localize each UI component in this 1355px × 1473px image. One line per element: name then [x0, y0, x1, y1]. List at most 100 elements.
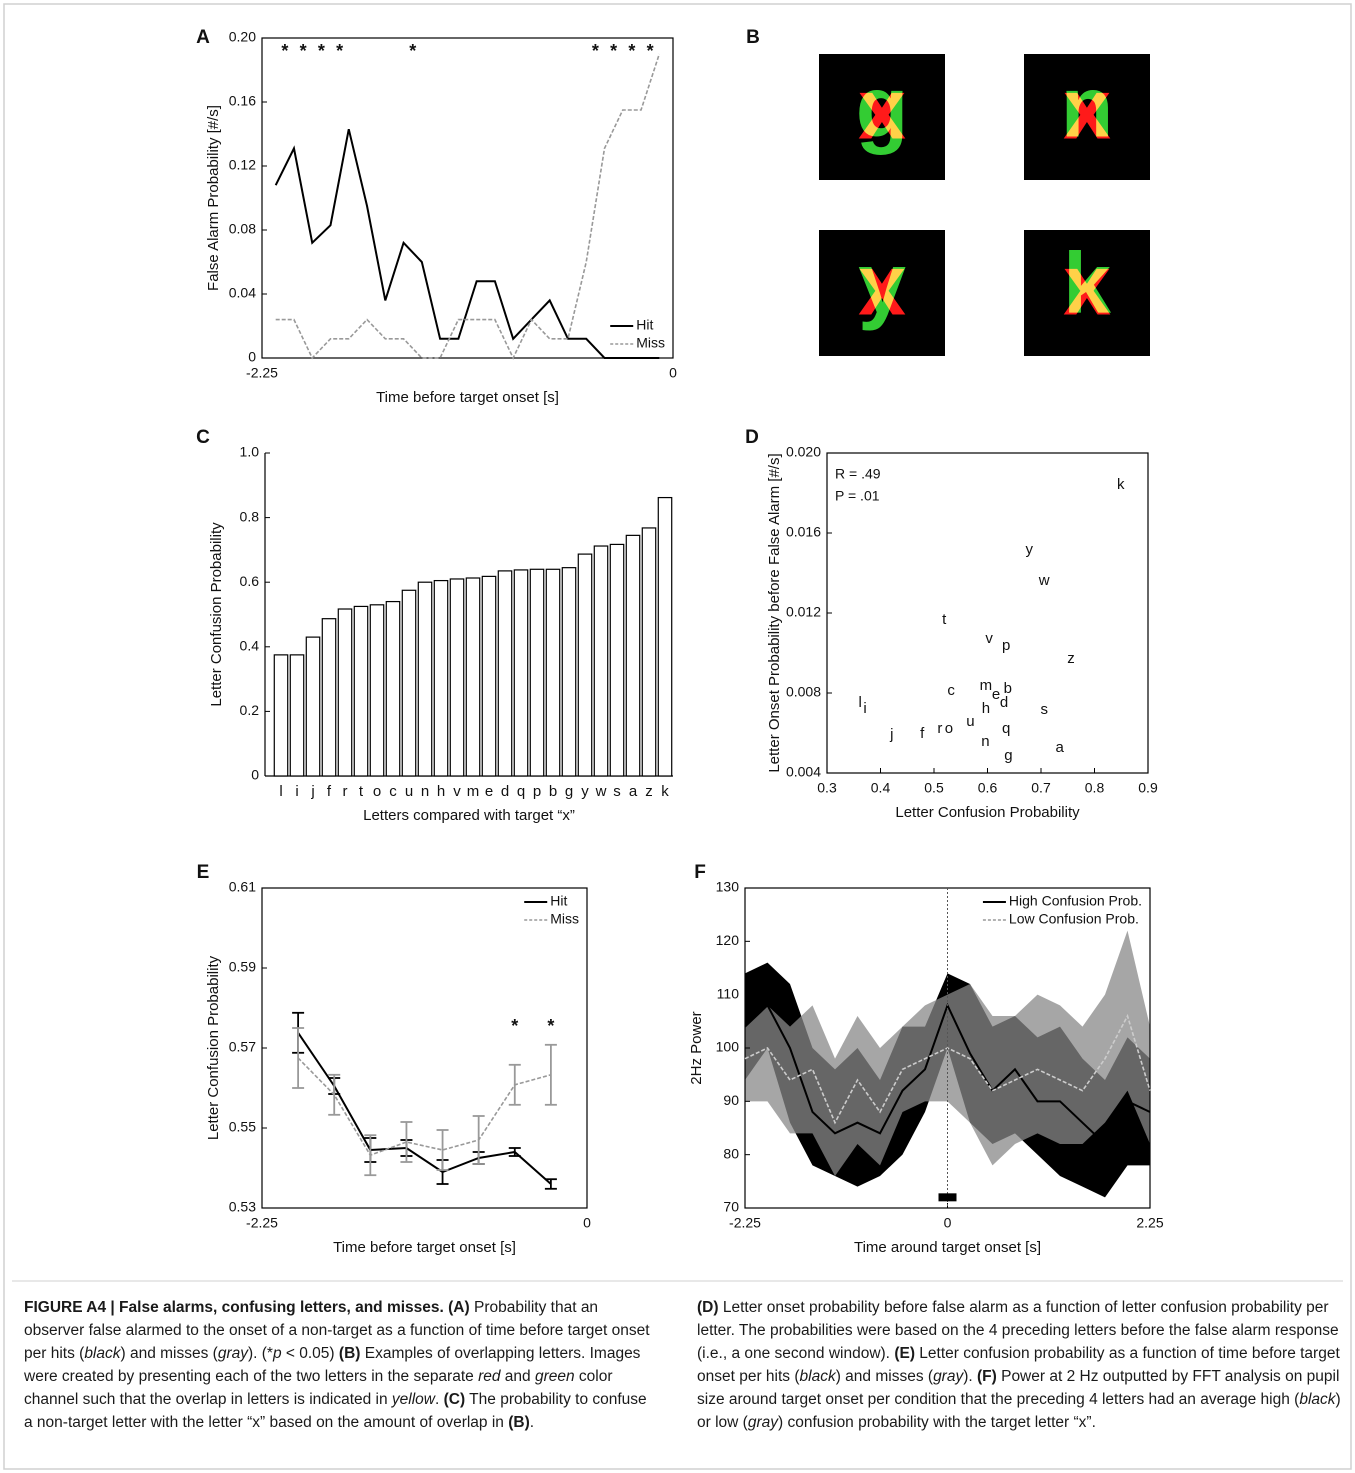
x-axis-label: Letter Confusion Probability [895, 804, 1080, 821]
x-tick-label: -2.25 [246, 1215, 278, 1231]
caption-run: ). (* [248, 1345, 273, 1362]
y-tick-label: 80 [723, 1145, 739, 1161]
bar [401, 589, 417, 777]
bar [657, 496, 673, 777]
x-axis-label: Time around target onset [s] [854, 1239, 1041, 1256]
bar [625, 534, 641, 777]
annotation: * [336, 41, 343, 61]
point-label: r [937, 720, 942, 737]
caption-run: Letter onset probability before false al… [697, 1299, 1339, 1362]
letter-red: x [858, 62, 906, 158]
x-tick-label: f [327, 783, 332, 800]
y-tick-label: 0.016 [786, 524, 821, 540]
bar [529, 568, 545, 777]
annotation: * [610, 41, 617, 61]
bar [593, 545, 609, 777]
point-label: t [942, 611, 947, 628]
caption-run: gray [933, 1368, 964, 1385]
y-tick-label: 0.20 [229, 29, 256, 45]
y-axis-label: Letter Confusion Probability [205, 955, 222, 1140]
x-tick-label: j [310, 783, 314, 800]
letter-green: n [1061, 60, 1114, 156]
point-label: j [889, 726, 893, 743]
annotation: * [300, 41, 307, 61]
x-tick-label: 0.4 [871, 780, 891, 796]
point-label: e [992, 686, 1000, 703]
panel-label: E [197, 862, 210, 883]
y-tick-label: 0.008 [786, 684, 821, 700]
point-label: u [966, 713, 974, 730]
x-tick-label: h [437, 783, 445, 800]
x-tick-label: 0 [944, 1215, 952, 1231]
series-line [275, 53, 661, 360]
point-label: l [858, 694, 861, 711]
caption-run: Probability that an observer false alarm… [24, 1299, 650, 1362]
annotation: * [547, 1016, 554, 1036]
panel-label: B [746, 27, 760, 48]
bar [561, 567, 577, 777]
x-tick-label: 0 [583, 1215, 591, 1231]
x-tick-label: g [565, 783, 573, 800]
caption-run: (E) [894, 1345, 915, 1362]
image-background [819, 230, 945, 356]
series-line [297, 1057, 552, 1157]
x-tick-label: w [595, 783, 607, 800]
y-tick-label: 0.57 [229, 1039, 256, 1055]
y-tick-label: 0.16 [229, 93, 256, 109]
x-tick-label: 2.25 [1136, 1215, 1163, 1231]
caption-run: ) or low ( [697, 1391, 1341, 1431]
point-label: n [981, 733, 989, 750]
bar [513, 569, 529, 777]
point-label: a [1056, 739, 1065, 756]
x-axis-label: Letters compared with target “x” [363, 807, 575, 824]
annotation: * [592, 41, 599, 61]
x-tick-label: p [533, 783, 541, 800]
bar [337, 608, 353, 777]
panel-label: F [694, 862, 706, 883]
bar [369, 604, 385, 777]
annotation: P = .01 [835, 488, 880, 504]
panel-label: D [745, 427, 759, 448]
caption-run: (C) [443, 1391, 466, 1408]
y-tick-label: 0.08 [229, 221, 256, 237]
letter-red: x [1063, 238, 1111, 334]
overlap-image: gx [819, 54, 945, 180]
significance-bar [938, 1193, 957, 1202]
caption-run: . [529, 1414, 535, 1431]
y-axis-label: 2Hz Power [688, 1011, 705, 1084]
y-axis-label: Letter Onset Probability before False Al… [766, 453, 783, 772]
y-tick-label: 0 [248, 349, 256, 365]
x-tick-label: s [613, 783, 621, 800]
bar [449, 578, 465, 777]
letter-green: k [1063, 236, 1111, 332]
x-tick-label: 0.9 [1138, 780, 1158, 796]
x-tick-label: c [389, 783, 397, 800]
caption-run: . [435, 1391, 444, 1408]
point-label: c [947, 682, 955, 699]
caption-run: gray [217, 1345, 248, 1362]
caption-run: p [272, 1345, 282, 1362]
caption-run: (A) [448, 1299, 470, 1316]
point-label: k [1117, 476, 1125, 493]
image-background [819, 54, 945, 180]
bar [433, 579, 449, 777]
panel-label: C [196, 427, 210, 448]
panel-label: A [196, 27, 210, 48]
x-tick-label: 0.3 [817, 780, 837, 796]
point-label: z [1067, 650, 1075, 667]
caption-run: black [1299, 1391, 1336, 1408]
legend-label: Miss [550, 911, 579, 927]
caption-run: ) and misses ( [835, 1368, 934, 1385]
point-label: y [1025, 541, 1033, 558]
caption-run: Examples of overlapping letters. Images … [24, 1345, 641, 1385]
point-label: q [1002, 720, 1010, 737]
y-axis-label: Letter Confusion Probability [208, 522, 225, 707]
x-tick-label: d [501, 783, 509, 800]
figure-border [3, 3, 1352, 1470]
caption-left: FIGURE A4 | False alarms, confusing lett… [24, 1296, 652, 1434]
x-tick-label: -2.25 [729, 1215, 761, 1231]
x-tick-label: m [467, 783, 480, 800]
y-tick-label: 0.55 [229, 1119, 256, 1135]
y-tick-label: 0.2 [240, 702, 260, 718]
caption-run: and [500, 1368, 535, 1385]
